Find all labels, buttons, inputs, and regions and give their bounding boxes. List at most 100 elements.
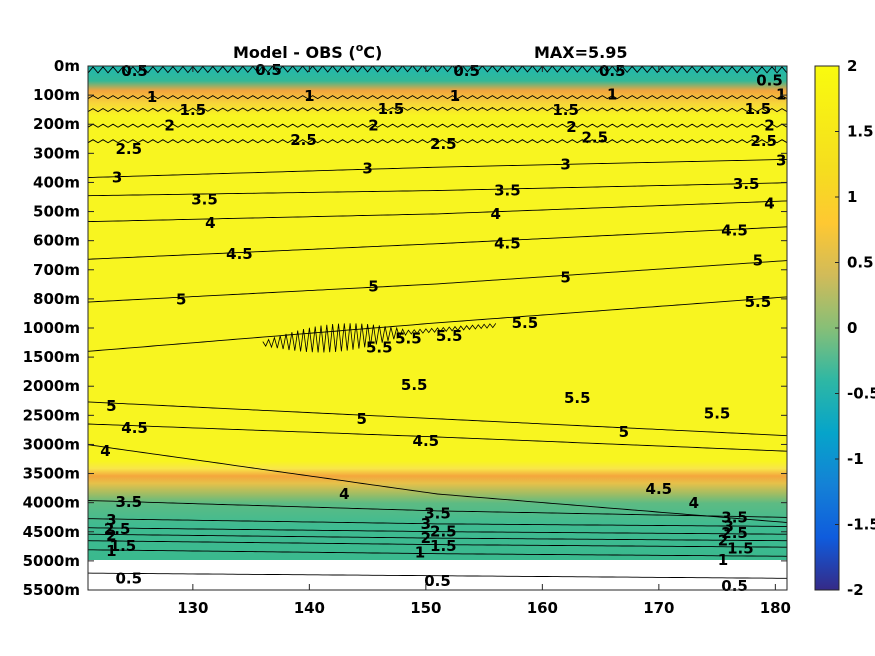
contour-line	[88, 549, 787, 557]
y-tick-label: 1000m	[23, 319, 80, 337]
contour-label: 4.5	[646, 480, 673, 498]
chart-title: Model - OBS (oC)	[233, 41, 382, 62]
contour-label: 5	[176, 290, 186, 308]
contour-label: 1.5	[552, 101, 579, 119]
contour-line	[88, 95, 787, 100]
contour-label: 1	[607, 86, 617, 104]
contour-label: 2.5	[104, 520, 131, 538]
contour-label: 4	[205, 214, 215, 232]
contour-label: 0.5	[599, 62, 626, 80]
y-tick-label: 700m	[33, 261, 80, 279]
contour-label: 2	[106, 527, 116, 545]
y-tick-label: 4500m	[23, 523, 80, 541]
colorbar-ticks: 2 1.5 1 0.5 0 -0.5 -1 -1.5 -2	[835, 57, 875, 599]
contour-label: 2	[566, 118, 576, 136]
colorbar-tick-label: 1	[847, 188, 857, 206]
contour-labels: 0.5 0.5 0.5 0.50.51 1 1 1 11.5 1.5 1.5 1.52 2 2 22.52…	[100, 61, 786, 595]
y-tick-label: 0m	[54, 57, 80, 75]
contour-line	[88, 401, 787, 437]
contour-label: 1.5	[745, 100, 772, 118]
colorbar-tick-label: -0.5	[847, 385, 875, 403]
contour-label: 2.5	[430, 523, 457, 541]
y-tick-label: 400m	[33, 173, 80, 191]
contour-label: 3.5	[191, 191, 218, 209]
contour-label: 0.5	[453, 62, 480, 80]
contour-label: 5	[619, 423, 629, 441]
contour-line	[88, 226, 787, 260]
contour-label: 2	[164, 117, 174, 135]
y-tick-label: 5000m	[23, 552, 80, 570]
contour-label: 4.5	[494, 235, 521, 253]
contour-line	[88, 444, 787, 524]
contour-label: 5	[368, 277, 378, 295]
colorbar-tick-label: -2	[847, 581, 864, 599]
title-prefix: Model - OBS (	[233, 43, 356, 62]
contour-label: 2	[421, 529, 431, 547]
contour-label: 5.5	[366, 338, 393, 356]
contour-label: 3.5	[494, 182, 521, 200]
contour-label: 4.5	[226, 245, 253, 263]
colorbar-tick-label: 0.5	[847, 254, 874, 272]
contour-artifact	[262, 323, 497, 353]
contour-label: 1	[776, 86, 786, 104]
contour-label: 4.5	[721, 222, 748, 240]
contour-label: 1.5	[378, 100, 405, 118]
contour-label: 5.5	[436, 327, 463, 345]
contour-label: 0.5	[115, 569, 142, 587]
x-tick-label: 130	[177, 599, 208, 617]
contour-label: 5	[357, 410, 367, 428]
title-suffix: C)	[363, 43, 382, 62]
y-tick-label: 500m	[33, 203, 80, 221]
contour-label: 4	[689, 494, 699, 512]
x-tick-label: 180	[760, 599, 791, 617]
max-label: MAX=5.95	[534, 43, 628, 62]
contour-label: 4	[764, 194, 774, 212]
contour-label: 5	[753, 252, 763, 270]
contour-label: 2.5	[290, 131, 317, 149]
contour-label: 3	[560, 156, 570, 174]
y-tick-label: 200m	[33, 115, 80, 133]
contour-label: 5.5	[745, 293, 772, 311]
contour-label: 0.5	[721, 577, 748, 595]
contour-line	[88, 423, 787, 452]
contour-label: 2	[764, 117, 774, 135]
contour-line	[88, 572, 787, 579]
x-tick-label: 140	[294, 599, 325, 617]
contour-label: 3	[106, 511, 116, 529]
x-axis: 130 140 150 160 170 180	[177, 66, 791, 617]
contour-line	[88, 540, 787, 548]
contour-label: 4	[100, 442, 110, 460]
contour-line	[88, 527, 787, 535]
contour-label: 5.5	[395, 329, 422, 347]
y-tick-label: 5500m	[23, 581, 80, 599]
y-tick-label: 800m	[33, 290, 80, 308]
y-tick-label: 2000m	[23, 377, 80, 395]
contour-label: 5.5	[704, 405, 731, 423]
contour-line	[88, 139, 787, 144]
title-superscript: o	[356, 41, 364, 54]
contour-label: 0.5	[756, 71, 783, 89]
contour-label: 1	[415, 543, 425, 561]
y-tick-label: 2500m	[23, 406, 80, 424]
colorbar-tick-label: 0	[847, 319, 857, 337]
contour-label: 2.5	[430, 135, 457, 153]
contour-label: 0.5	[255, 61, 282, 79]
contour-label: 1	[106, 542, 116, 560]
contour-line	[88, 123, 787, 128]
contour-line	[88, 158, 787, 178]
contour-artifacts	[262, 323, 497, 353]
contour-label: 0.5	[121, 62, 148, 80]
y-tick-label: 4000m	[23, 494, 80, 512]
contour-label: 2	[368, 117, 378, 135]
y-tick-label: 300m	[33, 144, 80, 162]
y-tick-label: 3500m	[23, 465, 80, 483]
contour-label: 3.5	[733, 175, 760, 193]
contour-label: 5	[106, 397, 116, 415]
colorbar-tick-label: -1.5	[847, 516, 875, 534]
contour-label: 4.5	[413, 432, 440, 450]
contour-label: 5.5	[564, 389, 591, 407]
colorbar-tick-label: 1.5	[847, 123, 874, 141]
contour-label: 1.5	[727, 539, 754, 557]
contour-label: 1	[718, 551, 728, 569]
